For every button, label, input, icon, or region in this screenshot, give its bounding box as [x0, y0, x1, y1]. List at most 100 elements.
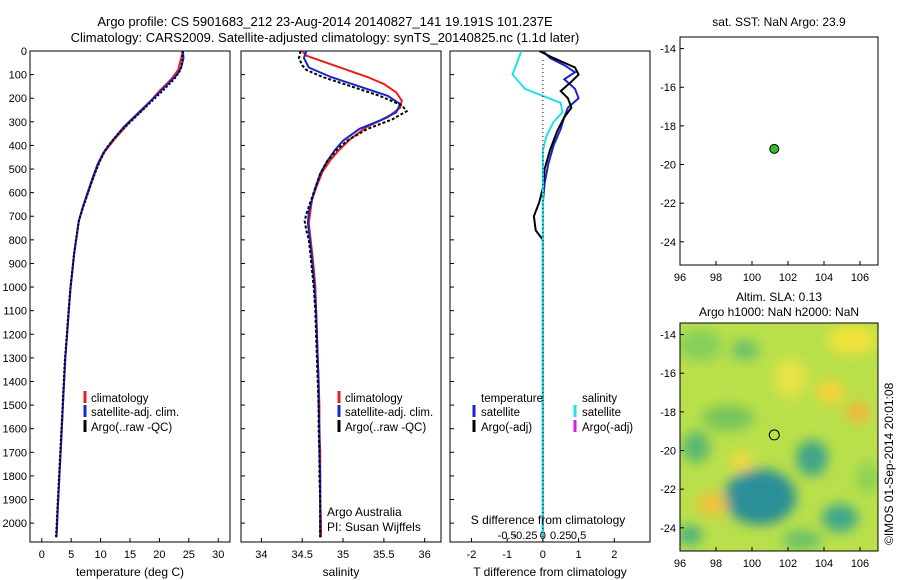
legend-label-argo: Argo(..raw -QC) [91, 422, 172, 434]
x-tick-label: 5 [68, 549, 74, 561]
legend-header-temperature: temperature [481, 393, 543, 405]
sst-map-ticks: 96 98 100 102 104 106 -14 -16 -18 -20 -22 -24 [660, 44, 869, 284]
x-tick-label: 15 [124, 549, 136, 561]
x-tick-label: 20 [153, 549, 165, 561]
depth-tick-label: 400 [9, 140, 27, 152]
depth-tick-label: 1400 [3, 376, 27, 388]
series-line-temperature-argo-adj [532, 51, 580, 538]
map-x-tick-label: 100 [743, 558, 761, 570]
salinity-depth-ticks [241, 50, 245, 524]
temperature-x-ticks: 0 5 10 15 20 25 30 [39, 538, 224, 561]
difference-panel-frame [449, 50, 651, 543]
map-x-tick-label: 106 [851, 272, 869, 284]
map-y-tick-label: -16 [660, 368, 676, 380]
salinity-legend: climatology satellite-adj. clim. Argo(..… [337, 391, 433, 434]
map-x-tick-label: 104 [815, 272, 833, 284]
temperature-series [54, 51, 185, 538]
credit-org: Argo Australia [327, 505, 402, 519]
map-y-tick-label: -24 [660, 523, 676, 535]
depth-tick-label: 1900 [3, 495, 27, 507]
map-x-tick-label: 100 [743, 272, 761, 284]
x-tick-label: 30 [212, 549, 224, 561]
legend-label-satellite: satellite-adj. clim. [91, 407, 179, 419]
sla-map-ticks: 96 98 100 102 104 106 -14 -16 -18 -20 -22 -24 [660, 330, 869, 570]
series-line-satellite-adj-clim [55, 51, 185, 538]
salinity-panel-frame [240, 50, 442, 543]
depth-tick-label: 800 [9, 235, 27, 247]
map-y-tick-label: -20 [660, 160, 676, 172]
float-position-marker [769, 143, 780, 154]
legend-label-climatology: climatology [91, 393, 149, 405]
map-x-tick-label: 98 [710, 558, 722, 570]
depth-tick-label: 200 [9, 93, 27, 105]
x-tick-label: 0 [39, 549, 45, 561]
sla-field-patches [680, 326, 878, 550]
x-tick-label: 35.5 [373, 549, 394, 561]
x-tick-label: 0 [540, 549, 546, 561]
salinity-series [297, 51, 409, 538]
sla-title-line2: Argo h1000: NaN h2000: NaN [699, 305, 859, 319]
sst-title: sat. SST: NaN Argo: 23.9 [712, 15, 846, 29]
map-y-tick-label: -18 [660, 407, 676, 419]
depth-tick-label: 500 [9, 164, 27, 176]
depth-tick-label: 1500 [3, 400, 27, 412]
depth-tick-label: 2000 [3, 518, 27, 530]
salinity-x-ticks: 34 34.5 35 35.5 36 [255, 538, 431, 561]
legend-label-argo: Argo(..raw -QC) [345, 422, 426, 434]
series-line-climatology [301, 51, 403, 538]
difference-depth-ticks [450, 50, 454, 524]
x-tick-label: 35 [337, 549, 349, 561]
map-y-tick-label: -14 [660, 330, 676, 342]
map-x-tick-label: 96 [674, 272, 686, 284]
map-x-tick-label: 104 [815, 558, 833, 570]
depth-tick-label: 1300 [3, 353, 27, 365]
x-tick-label: -1 [502, 549, 512, 561]
series-line-satellite-adj-clim [302, 51, 402, 538]
series-line-salinity-satellite [511, 51, 564, 538]
x-tick-label: 36 [419, 549, 431, 561]
map-y-tick-label: -14 [660, 44, 676, 56]
sst-float-marker [769, 143, 780, 154]
x-tick-label: 2 [611, 549, 617, 561]
sla-map-frame [679, 322, 879, 552]
depth-tick-label: 600 [9, 188, 27, 200]
x-tick-label: 25 [183, 549, 195, 561]
legend-header-salinity: salinity [582, 393, 617, 405]
legend-label-t-argo: Argo(-adj) [481, 422, 532, 434]
temperature-legend: climatology satellite-adj. clim. Argo(..… [83, 391, 179, 434]
difference-t-ticks: -2 -1 0 1 2 [467, 538, 617, 561]
x-tick-label: -2 [467, 549, 477, 561]
map-y-tick-label: -16 [660, 82, 676, 94]
salinity-xlabel: salinity [323, 565, 360, 579]
x-tick-label: 34.5 [292, 549, 313, 561]
sst-map-frame [679, 36, 879, 266]
temperature-xlabel: temperature (deg C) [76, 565, 184, 579]
depth-tick-label: 1200 [3, 329, 27, 341]
legend-label-satellite: satellite-adj. clim. [345, 407, 433, 419]
map-x-tick-label: 102 [779, 558, 797, 570]
imos-watermark: ©IMOS 01-Sep-2014 20:01:08 [882, 382, 896, 545]
map-y-tick-label: -22 [660, 484, 676, 496]
map-y-tick-label: -20 [660, 446, 676, 458]
s-tick-label: 0.5 [571, 530, 586, 542]
s-tick-label: 0.25 [550, 530, 571, 542]
map-x-tick-label: 96 [674, 558, 686, 570]
temperature-depth-ticks: 0 100 200 300 400 500 600 700 800 900 1000 1100 1200… [3, 46, 34, 530]
depth-tick-label: 700 [9, 211, 27, 223]
depth-tick-label: 300 [9, 117, 27, 129]
depth-tick-label: 0 [21, 46, 27, 58]
depth-tick-label: 1700 [3, 447, 27, 459]
x-tick-label: 10 [94, 549, 106, 561]
x-tick-label: 1 [576, 549, 582, 561]
map-x-tick-label: 106 [851, 558, 869, 570]
series-line-climatology [55, 51, 184, 538]
map-x-tick-label: 98 [710, 272, 722, 284]
legend-label-s-argo: Argo(-adj) [582, 422, 633, 434]
map-y-tick-label: -22 [660, 198, 676, 210]
legend-label-climatology: climatology [345, 393, 403, 405]
map-x-tick-label: 102 [779, 272, 797, 284]
sla-float-marker [768, 429, 780, 441]
difference-xlabel: T difference from climatology [473, 565, 627, 579]
map-y-tick-label: -18 [660, 121, 676, 133]
